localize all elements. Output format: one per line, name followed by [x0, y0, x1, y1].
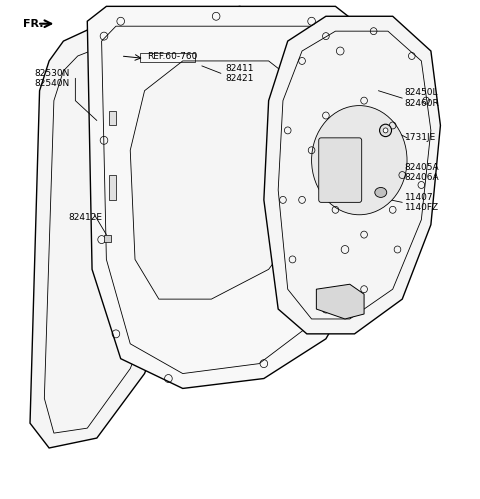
Bar	[104, 235, 111, 242]
Text: 82530N
82540N: 82530N 82540N	[35, 68, 70, 88]
Text: 82405A
82406A: 82405A 82406A	[405, 163, 439, 182]
Text: 11407
1140FZ: 11407 1140FZ	[405, 193, 439, 212]
Text: 1731JE: 1731JE	[405, 133, 436, 142]
Ellipse shape	[312, 106, 407, 215]
Polygon shape	[109, 175, 116, 200]
Polygon shape	[264, 16, 441, 334]
Polygon shape	[109, 111, 116, 125]
Polygon shape	[87, 6, 364, 388]
Text: 82450L
82460R: 82450L 82460R	[405, 88, 439, 108]
Text: FR.: FR.	[23, 19, 43, 29]
Text: 82412E: 82412E	[68, 213, 102, 222]
Ellipse shape	[375, 188, 387, 198]
Polygon shape	[316, 284, 364, 319]
Polygon shape	[130, 61, 316, 299]
FancyBboxPatch shape	[319, 138, 362, 203]
Text: REF.60-760: REF.60-760	[147, 52, 197, 61]
Polygon shape	[30, 21, 221, 448]
Polygon shape	[183, 6, 264, 61]
Text: 82411
82421: 82411 82421	[226, 64, 254, 83]
Ellipse shape	[383, 128, 388, 133]
Ellipse shape	[380, 124, 392, 137]
